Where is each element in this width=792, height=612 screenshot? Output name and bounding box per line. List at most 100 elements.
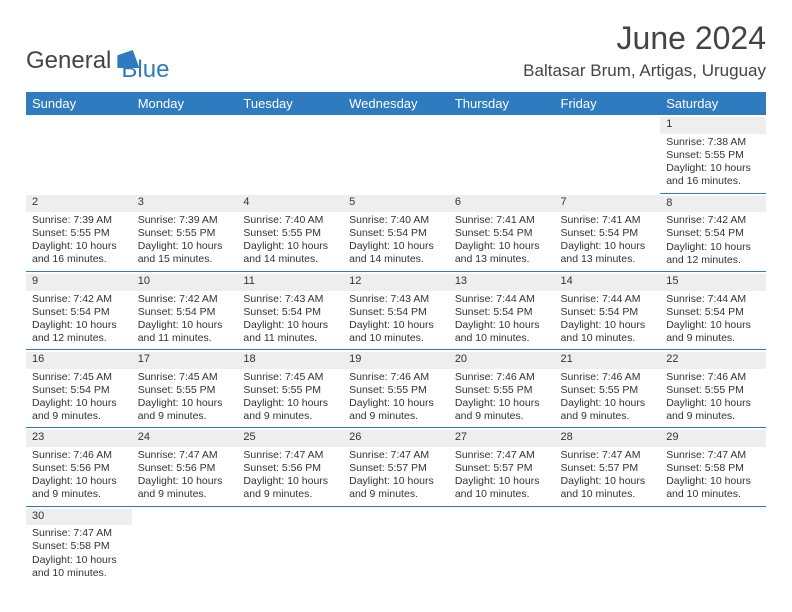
calendar-week: 9Sunrise: 7:42 AMSunset: 5:54 PMDaylight…: [26, 271, 766, 349]
calendar-day: 11Sunrise: 7:43 AMSunset: 5:54 PMDayligh…: [237, 271, 343, 349]
sunrise-text: Sunrise: 7:38 AM: [666, 136, 760, 149]
sunset-text: Sunset: 5:55 PM: [666, 384, 760, 397]
day-number: 13: [449, 274, 555, 291]
calendar-day: 7Sunrise: 7:41 AMSunset: 5:54 PMDaylight…: [555, 193, 661, 271]
sunrise-text: Sunrise: 7:47 AM: [349, 449, 443, 462]
daylight-text: Daylight: 10 hours and 9 minutes.: [666, 397, 760, 423]
sunset-text: Sunset: 5:54 PM: [561, 306, 655, 319]
calendar-day: 9Sunrise: 7:42 AMSunset: 5:54 PMDaylight…: [26, 271, 132, 349]
sunrise-text: Sunrise: 7:46 AM: [666, 371, 760, 384]
sunset-text: Sunset: 5:55 PM: [243, 227, 337, 240]
calendar-day: 8Sunrise: 7:42 AMSunset: 5:54 PMDaylight…: [660, 193, 766, 271]
calendar-day: 23Sunrise: 7:46 AMSunset: 5:56 PMDayligh…: [26, 428, 132, 506]
calendar-day: 3Sunrise: 7:39 AMSunset: 5:55 PMDaylight…: [132, 193, 238, 271]
daylight-text: Daylight: 10 hours and 15 minutes.: [138, 240, 232, 266]
sunrise-text: Sunrise: 7:39 AM: [32, 214, 126, 227]
day-number: 3: [132, 195, 238, 212]
day-number: 5: [343, 195, 449, 212]
day-number: 7: [555, 195, 661, 212]
sunset-text: Sunset: 5:54 PM: [349, 306, 443, 319]
sunset-text: Sunset: 5:55 PM: [138, 384, 232, 397]
calendar-day: 2Sunrise: 7:39 AMSunset: 5:55 PMDaylight…: [26, 193, 132, 271]
day-number: 30: [26, 509, 132, 526]
logo: General Blue: [26, 38, 169, 84]
sunset-text: Sunset: 5:54 PM: [32, 384, 126, 397]
calendar-day: 13Sunrise: 7:44 AMSunset: 5:54 PMDayligh…: [449, 271, 555, 349]
calendar-day: 4Sunrise: 7:40 AMSunset: 5:55 PMDaylight…: [237, 193, 343, 271]
sunrise-text: Sunrise: 7:43 AM: [349, 293, 443, 306]
day-number: 20: [449, 352, 555, 369]
calendar-day: 30Sunrise: 7:47 AMSunset: 5:58 PMDayligh…: [26, 506, 132, 584]
day-number: 28: [555, 430, 661, 447]
sunset-text: Sunset: 5:54 PM: [455, 306, 549, 319]
sunset-text: Sunset: 5:56 PM: [32, 462, 126, 475]
day-number: 14: [555, 274, 661, 291]
daylight-text: Daylight: 10 hours and 9 minutes.: [666, 319, 760, 345]
sunrise-text: Sunrise: 7:46 AM: [349, 371, 443, 384]
day-number: 23: [26, 430, 132, 447]
location: Baltasar Brum, Artigas, Uruguay: [523, 61, 766, 81]
day-number: 16: [26, 352, 132, 369]
day-header: Friday: [555, 92, 661, 115]
calendar-week: 2Sunrise: 7:39 AMSunset: 5:55 PMDaylight…: [26, 193, 766, 271]
month-title: June 2024: [523, 20, 766, 57]
sunset-text: Sunset: 5:54 PM: [666, 227, 760, 240]
calendar-day: 12Sunrise: 7:43 AMSunset: 5:54 PMDayligh…: [343, 271, 449, 349]
daylight-text: Daylight: 10 hours and 9 minutes.: [349, 475, 443, 501]
daylight-text: Daylight: 10 hours and 12 minutes.: [666, 241, 760, 267]
calendar-day-empty: [26, 115, 132, 193]
calendar-day: 21Sunrise: 7:46 AMSunset: 5:55 PMDayligh…: [555, 350, 661, 428]
calendar-day-empty: [660, 506, 766, 584]
daylight-text: Daylight: 10 hours and 16 minutes.: [666, 162, 760, 188]
sunset-text: Sunset: 5:54 PM: [32, 306, 126, 319]
sunrise-text: Sunrise: 7:42 AM: [666, 214, 760, 227]
daylight-text: Daylight: 10 hours and 9 minutes.: [561, 397, 655, 423]
calendar-day-empty: [132, 506, 238, 584]
calendar-week: 16Sunrise: 7:45 AMSunset: 5:54 PMDayligh…: [26, 350, 766, 428]
calendar-day: 10Sunrise: 7:42 AMSunset: 5:54 PMDayligh…: [132, 271, 238, 349]
calendar-week: 1Sunrise: 7:38 AMSunset: 5:55 PMDaylight…: [26, 115, 766, 193]
calendar-header-row: SundayMondayTuesdayWednesdayThursdayFrid…: [26, 92, 766, 115]
calendar-day: 18Sunrise: 7:45 AMSunset: 5:55 PMDayligh…: [237, 350, 343, 428]
sunrise-text: Sunrise: 7:42 AM: [32, 293, 126, 306]
sunrise-text: Sunrise: 7:47 AM: [666, 449, 760, 462]
day-number: 17: [132, 352, 238, 369]
sunrise-text: Sunrise: 7:44 AM: [561, 293, 655, 306]
day-number: 11: [237, 274, 343, 291]
daylight-text: Daylight: 10 hours and 9 minutes.: [243, 475, 337, 501]
sunrise-text: Sunrise: 7:46 AM: [561, 371, 655, 384]
calendar-day-empty: [132, 115, 238, 193]
daylight-text: Daylight: 10 hours and 9 minutes.: [138, 397, 232, 423]
calendar-day-empty: [555, 115, 661, 193]
day-number: 4: [237, 195, 343, 212]
sunrise-text: Sunrise: 7:47 AM: [32, 527, 126, 540]
daylight-text: Daylight: 10 hours and 13 minutes.: [455, 240, 549, 266]
sunset-text: Sunset: 5:58 PM: [32, 540, 126, 553]
day-header: Wednesday: [343, 92, 449, 115]
day-number: 1: [660, 117, 766, 134]
day-header: Saturday: [660, 92, 766, 115]
daylight-text: Daylight: 10 hours and 11 minutes.: [243, 319, 337, 345]
daylight-text: Daylight: 10 hours and 13 minutes.: [561, 240, 655, 266]
daylight-text: Daylight: 10 hours and 10 minutes.: [561, 475, 655, 501]
sunset-text: Sunset: 5:55 PM: [561, 384, 655, 397]
daylight-text: Daylight: 10 hours and 14 minutes.: [243, 240, 337, 266]
sunset-text: Sunset: 5:55 PM: [455, 384, 549, 397]
calendar-day: 22Sunrise: 7:46 AMSunset: 5:55 PMDayligh…: [660, 350, 766, 428]
daylight-text: Daylight: 10 hours and 16 minutes.: [32, 240, 126, 266]
daylight-text: Daylight: 10 hours and 10 minutes.: [455, 319, 549, 345]
calendar-day-empty: [237, 115, 343, 193]
day-number: 8: [660, 196, 766, 213]
sunset-text: Sunset: 5:58 PM: [666, 462, 760, 475]
calendar-day: 28Sunrise: 7:47 AMSunset: 5:57 PMDayligh…: [555, 428, 661, 506]
calendar-day: 14Sunrise: 7:44 AMSunset: 5:54 PMDayligh…: [555, 271, 661, 349]
calendar-day: 19Sunrise: 7:46 AMSunset: 5:55 PMDayligh…: [343, 350, 449, 428]
daylight-text: Daylight: 10 hours and 9 minutes.: [455, 397, 549, 423]
day-number: 18: [237, 352, 343, 369]
sunrise-text: Sunrise: 7:47 AM: [138, 449, 232, 462]
calendar-day: 29Sunrise: 7:47 AMSunset: 5:58 PMDayligh…: [660, 428, 766, 506]
daylight-text: Daylight: 10 hours and 14 minutes.: [349, 240, 443, 266]
daylight-text: Daylight: 10 hours and 11 minutes.: [138, 319, 232, 345]
calendar-day-empty: [449, 115, 555, 193]
calendar-day-empty: [237, 506, 343, 584]
